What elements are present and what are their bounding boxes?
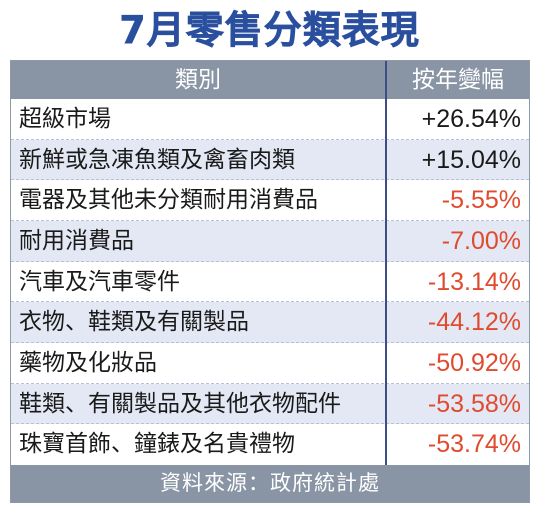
- row-yoy-value: +26.54%: [421, 105, 521, 133]
- row-yoy-value: -50.92%: [427, 349, 521, 377]
- table-row: 珠寶首飾、鐘錶及名貴禮物 -53.74%: [11, 424, 529, 465]
- row-category: 新鮮或急凍魚類及禽畜肉類: [19, 146, 295, 173]
- row-category: 耐用消費品: [19, 228, 134, 254]
- table-row: 衣物、鞋類及有關製品 -44.12%: [11, 302, 529, 343]
- row-category: 電器及其他未分類耐用消費品: [19, 187, 318, 214]
- row-yoy-value: +15.04%: [421, 145, 521, 174]
- table-row: 鞋類、有關製品及其他衣物配件 -53.58%: [11, 383, 529, 425]
- source-note: 資料來源：政府統計處: [11, 465, 529, 502]
- row-category: 汽車及汽車零件: [19, 268, 180, 295]
- header-yoy-change: 按年變幅: [412, 67, 504, 93]
- table-header: 類別 按年變幅: [11, 61, 529, 99]
- row-category: 鞋類、有關製品及其他衣物配件: [19, 390, 341, 417]
- row-yoy-value: -53.58%: [427, 389, 521, 418]
- row-category: 超級市場: [19, 106, 111, 132]
- table-row: 超級市場 +26.54%: [11, 99, 529, 140]
- retail-table: 類別 按年變幅 超級市場 +26.54% 新鮮或急凍魚類及禽畜肉類 +15.04% 電器…: [10, 60, 530, 503]
- row-category: 衣物、鞋類及有關製品: [19, 309, 249, 336]
- row-yoy-value: -53.74%: [427, 430, 521, 459]
- header-category: 類別: [175, 67, 221, 93]
- table-row: 新鮮或急凍魚類及禽畜肉類 +15.04%: [11, 139, 529, 181]
- column-divider: [385, 61, 387, 465]
- row-yoy-value: -7.00%: [441, 227, 521, 255]
- row-category: 藥物及化妝品: [19, 350, 157, 376]
- row-yoy-value: -5.55%: [441, 186, 521, 215]
- row-yoy-value: -44.12%: [427, 308, 521, 337]
- row-category: 珠寶首飾、鐘錶及名貴禮物: [19, 431, 295, 458]
- table-row: 耐用消費品 -7.00%: [11, 221, 529, 262]
- chart-title: 7月零售分類表現: [119, 8, 420, 53]
- row-yoy-value: -13.14%: [427, 267, 521, 296]
- table-row: 電器及其他未分類耐用消費品 -5.55%: [11, 180, 529, 221]
- table-row: 藥物及化妝品 -50.92%: [11, 343, 529, 384]
- table-row: 汽車及汽車零件 -13.14%: [11, 262, 529, 303]
